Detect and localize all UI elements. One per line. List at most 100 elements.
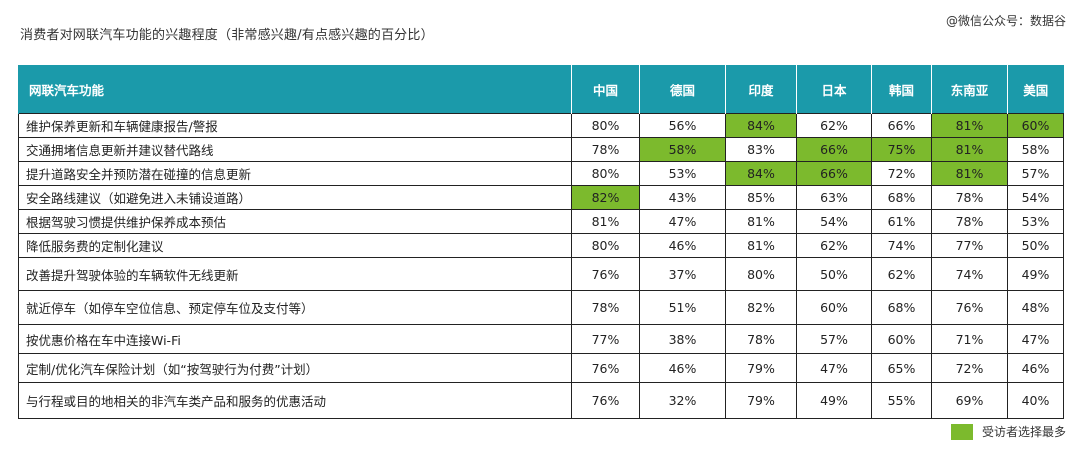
value-cell: 60% [1007,113,1064,138]
value-cell: 72% [931,353,1008,383]
table-row: 就近停车（如停车空位信息、预定停车位及支付等） 78% 51% 82% 60% 68% 76… [18,290,1064,325]
feature-label: 根据驾驶习惯提供维护保养成本预估 [18,209,572,234]
value-cell: 83% [725,137,797,162]
value-cell: 76% [571,257,640,291]
table-row: 改善提升驾驶体验的车辆软件无线更新 76% 37% 80% 50% 62% 74% 49% [18,257,1064,291]
legend-swatch [950,423,973,440]
value-cell: 78% [571,290,640,325]
value-cell: 55% [871,382,932,419]
feature-label: 与行程或目的地相关的非汽车类产品和服务的优惠活动 [18,382,572,419]
feature-label: 改善提升驾驶体验的车辆软件无线更新 [18,257,572,291]
feature-label: 降低服务费的定制化建议 [18,233,572,258]
value-cell: 49% [1007,257,1064,291]
table-row: 定制/优化汽车保险计划（如“按驾驶行为付费”计划） 76% 46% 79% 47% 65%… [18,353,1064,383]
column-header: 中国 [571,65,640,114]
value-cell: 60% [796,290,872,325]
watermark-text: @微信公众号：数据谷 [945,14,1066,28]
value-cell: 49% [796,382,872,419]
value-cell: 47% [1007,324,1064,354]
column-header: 东南亚 [931,65,1008,114]
value-cell: 80% [571,113,640,138]
legend: 受访者选择最多 [950,423,1066,440]
value-cell: 80% [571,161,640,186]
value-cell: 62% [796,233,872,258]
row-header-label: 网联汽车功能 [18,65,572,114]
table-body: 维护保养更新和车辆健康报告/警报 80% 56% 84% 62% 66% 81% 60% 交通拥… [18,113,1064,419]
feature-label: 交通拥堵信息更新并建议替代路线 [18,137,572,162]
value-cell: 68% [871,185,932,210]
table-row: 降低服务费的定制化建议 80% 46% 81% 62% 74% 77% 50% [18,233,1064,258]
value-cell: 58% [1007,137,1064,162]
value-cell: 78% [931,209,1008,234]
value-cell: 81% [931,161,1008,186]
value-cell: 47% [639,209,726,234]
feature-label: 就近停车（如停车空位信息、预定停车位及支付等） [18,290,572,325]
header-row: 网联汽车功能 中国 德国 印度 日本 韩国 东南亚 美国 [18,65,1064,114]
value-cell: 58% [639,137,726,162]
value-cell: 77% [571,324,640,354]
value-cell: 57% [796,324,872,354]
table-row: 按优惠价格在车中连接Wi-Fi 77% 38% 78% 57% 60% 71% 47% [18,324,1064,354]
value-cell: 66% [796,161,872,186]
value-cell: 81% [725,233,797,258]
value-cell: 66% [871,113,932,138]
value-cell: 53% [639,161,726,186]
column-header: 德国 [639,65,726,114]
table-row: 交通拥堵信息更新并建议替代路线 78% 58% 83% 66% 75% 81% 58% [18,137,1064,162]
feature-label: 安全路线建议（如避免进入未铺设道路） [18,185,572,210]
value-cell: 46% [1007,353,1064,383]
feature-label: 维护保养更新和车辆健康报告/警报 [18,113,572,138]
table-row: 与行程或目的地相关的非汽车类产品和服务的优惠活动 76% 32% 79% 49% 55% 6… [18,382,1064,419]
value-cell: 46% [639,353,726,383]
value-cell: 79% [725,382,797,419]
value-cell: 76% [931,290,1008,325]
table-row: 提升道路安全并预防潜在碰撞的信息更新 80% 53% 84% 66% 72% 81% 57% [18,161,1064,186]
legend-label: 受访者选择最多 [981,425,1066,439]
value-cell: 78% [931,185,1008,210]
chart-title: 消费者对网联汽车功能的兴趣程度（非常感兴趣/有点感兴趣的百分比） [20,28,434,43]
value-cell: 81% [931,113,1008,138]
table-row: 安全路线建议（如避免进入未铺设道路） 82% 43% 85% 63% 68% 78% 54% [18,185,1064,210]
value-cell: 47% [796,353,872,383]
value-cell: 80% [725,257,797,291]
value-cell: 81% [571,209,640,234]
value-cell: 54% [796,209,872,234]
feature-label: 定制/优化汽车保险计划（如“按驾驶行为付费”计划） [18,353,572,383]
value-cell: 61% [871,209,932,234]
value-cell: 76% [571,353,640,383]
value-cell: 63% [796,185,872,210]
value-cell: 66% [796,137,872,162]
value-cell: 79% [725,353,797,383]
value-cell: 68% [871,290,932,325]
value-cell: 57% [1007,161,1064,186]
column-header: 美国 [1007,65,1064,114]
value-cell: 76% [571,382,640,419]
value-cell: 32% [639,382,726,419]
value-cell: 82% [571,185,640,210]
value-cell: 62% [796,113,872,138]
value-cell: 82% [725,290,797,325]
value-cell: 74% [871,233,932,258]
value-cell: 54% [1007,185,1064,210]
value-cell: 43% [639,185,726,210]
value-cell: 38% [639,324,726,354]
value-cell: 85% [725,185,797,210]
value-cell: 46% [639,233,726,258]
value-cell: 80% [571,233,640,258]
value-cell: 37% [639,257,726,291]
value-cell: 84% [725,161,797,186]
value-cell: 56% [639,113,726,138]
value-cell: 78% [571,137,640,162]
column-header: 日本 [796,65,872,114]
value-cell: 77% [931,233,1008,258]
interest-table: 网联汽车功能 中国 德国 印度 日本 韩国 东南亚 美国 维护保养更新和车辆健康… [18,65,1064,419]
feature-label: 按优惠价格在车中连接Wi-Fi [18,324,572,354]
column-header: 韩国 [871,65,932,114]
value-cell: 48% [1007,290,1064,325]
value-cell: 78% [725,324,797,354]
column-header: 印度 [725,65,797,114]
value-cell: 71% [931,324,1008,354]
table-row: 根据驾驶习惯提供维护保养成本预估 81% 47% 81% 54% 61% 78% 53% [18,209,1064,234]
value-cell: 50% [1007,233,1064,258]
value-cell: 60% [871,324,932,354]
